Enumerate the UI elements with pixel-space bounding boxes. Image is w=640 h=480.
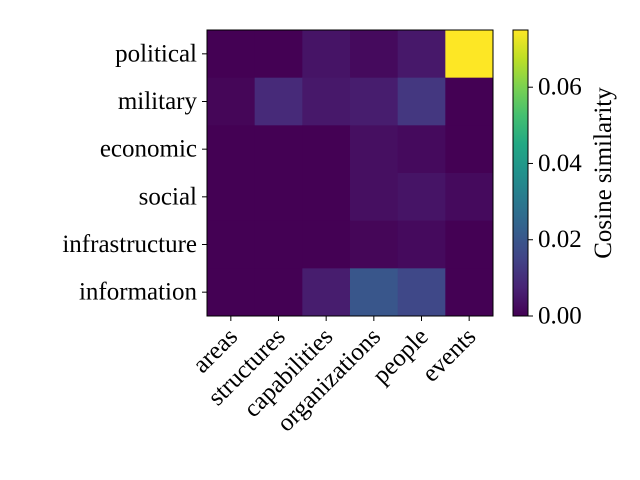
heatmap-cell-social-people — [397, 173, 446, 222]
y-tick-label-political: political — [115, 40, 197, 67]
colorbar-ticks: 0.00 0.02 0.04 0.06 — [528, 74, 582, 330]
heatmap-cell-information-capabilities — [302, 268, 351, 317]
heatmap-cell-political-structures — [254, 30, 303, 79]
heatmap-cell-social-organizations — [350, 173, 399, 222]
heatmap-cell-information-people — [397, 268, 446, 317]
heatmap-cell-military-capabilities — [302, 77, 351, 126]
heatmap-cell-political-events — [445, 30, 494, 79]
heatmap-cell-political-areas — [207, 30, 256, 79]
y-tick-label-economic: economic — [100, 136, 197, 163]
heatmap-cell-infrastructure-capabilities — [302, 220, 351, 269]
colorbar-tick-label-3: 0.06 — [538, 74, 582, 101]
heatmap-cell-economic-structures — [254, 125, 303, 174]
heatmap-cell-information-areas — [207, 268, 256, 317]
heatmap-cell-economic-areas — [207, 125, 256, 174]
heatmap-cell-economic-events — [445, 125, 494, 174]
y-tick-label-infrastructure: infrastructure — [62, 231, 197, 258]
x-axis: areasstructurescapabilitiesorganizations… — [188, 316, 481, 437]
heatmap-cell-political-capabilities — [302, 30, 351, 79]
x-tick-label-people: people — [368, 323, 434, 389]
heatmap-cell-social-capabilities — [302, 173, 351, 222]
heatmap-cell-political-people — [397, 30, 446, 79]
colorbar: 0.00 0.02 0.04 0.06 Cosine similarity — [512, 29, 617, 330]
heatmap-cell-economic-organizations — [350, 125, 399, 174]
heatmap-cell-social-structures — [254, 173, 303, 222]
heatmap-cell-social-events — [445, 173, 494, 222]
heatmap-cell-infrastructure-people — [397, 220, 446, 269]
y-tick-label-military: military — [118, 88, 198, 115]
colorbar-tick-label-2: 0.04 — [538, 150, 582, 177]
heatmap-cell-infrastructure-organizations — [350, 220, 399, 269]
heatmap-cell-infrastructure-areas — [207, 220, 256, 269]
heatmap-cell-infrastructure-structures — [254, 220, 303, 269]
colorbar-tick-label-0: 0.00 — [538, 303, 582, 330]
heatmap-frame — [206, 29, 494, 317]
heatmap-cell-economic-people — [397, 125, 446, 174]
heatmap-cell-military-events — [445, 77, 494, 126]
heatmap-cell-social-areas — [207, 173, 256, 222]
y-tick-label-information: information — [79, 279, 198, 306]
x-tick-label-events: events — [417, 323, 481, 387]
y-tick-label-social: social — [139, 183, 197, 210]
heatmap-cell-military-structures — [254, 77, 303, 126]
heatmap-cell-military-organizations — [350, 77, 399, 126]
heatmap-cell-economic-capabilities — [302, 125, 351, 174]
colorbar-gradient — [512, 29, 529, 317]
heatmap-cell-political-organizations — [350, 30, 399, 79]
heatmap-cell-military-people — [397, 77, 446, 126]
colorbar-label: Cosine similarity — [590, 87, 617, 259]
heatmap-cell-information-organizations — [350, 268, 399, 317]
heatmap-cells — [207, 30, 494, 317]
y-axis: political military economic social infrastru… — [62, 40, 207, 306]
heatmap-cell-information-structures — [254, 268, 303, 317]
heatmap-cell-military-areas — [207, 77, 256, 126]
heatmap-cell-infrastructure-events — [445, 220, 494, 269]
colorbar-tick-label-1: 0.02 — [538, 226, 582, 253]
heatmap-cell-information-events — [445, 268, 494, 317]
